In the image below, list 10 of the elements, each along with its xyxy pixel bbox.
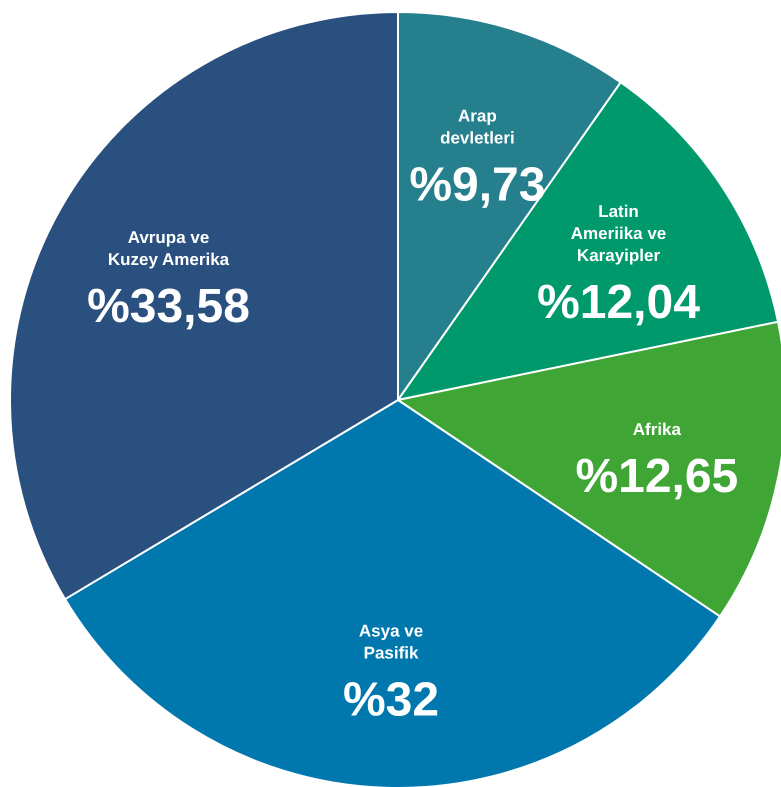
slice-label: Afrika <box>632 420 682 439</box>
slice-label: Asya ve Pasifik <box>358 622 424 663</box>
data-label: %12,04 <box>537 276 700 330</box>
slice-label: Avrupa ve Kuzey Amerika <box>108 228 230 269</box>
slice-label: Latin Ameriika ve Karayipler <box>570 202 666 266</box>
data-label: %9,73 <box>409 158 546 212</box>
data-label: %32 <box>343 674 440 727</box>
data-label: %33,58 <box>87 280 250 333</box>
data-label: %12,65 <box>575 450 738 503</box>
slice-label: Arap devletleri <box>440 106 515 148</box>
